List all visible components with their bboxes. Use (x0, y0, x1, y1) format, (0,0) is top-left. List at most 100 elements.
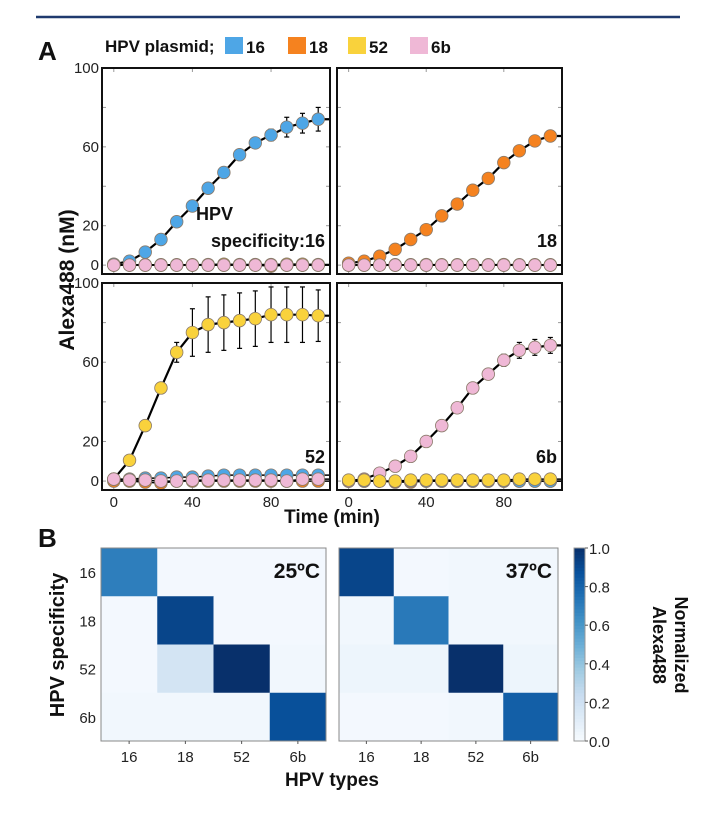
colorbar-segment (574, 548, 585, 552)
data-point (280, 474, 294, 488)
data-point (217, 258, 231, 272)
colorbar-segment (574, 583, 585, 588)
data-point (512, 258, 527, 272)
colorbar-segment (574, 580, 585, 584)
heatmap-cell (157, 548, 214, 597)
colorbar-segment (574, 715, 585, 720)
heatmap-cell (101, 692, 158, 742)
data-point (466, 183, 480, 197)
colorbar-segment (574, 731, 585, 736)
data-point (154, 258, 168, 272)
y-tick-label: 52 (79, 662, 96, 679)
panel-18: 18 (336, 67, 563, 275)
data-point (388, 474, 402, 488)
data-point (169, 474, 184, 488)
legend: HPV plasmid; 16 18 52 6b (105, 37, 451, 57)
data-point (497, 155, 511, 170)
data-point (232, 473, 247, 487)
data-point (543, 129, 558, 143)
data-point (404, 232, 418, 247)
data-point (122, 453, 137, 467)
data-point (388, 258, 402, 272)
colorbar-segment (574, 654, 585, 658)
data-point (528, 472, 542, 486)
data-point (295, 472, 310, 486)
heatmap-cell (157, 596, 214, 645)
heatmap-title: 25ºC (274, 560, 320, 583)
y-tick-label: 60 (82, 139, 99, 156)
heatmap-cell (448, 692, 504, 742)
heatmap-y-label: HPV specificity (47, 572, 69, 717)
colorbar-segment (574, 554, 585, 559)
data-point (138, 245, 152, 259)
colorbar-segment (574, 641, 585, 646)
panel-a-label: A (38, 36, 57, 66)
data-point (248, 473, 263, 487)
y-tick-label: 100 (74, 60, 99, 77)
colorbar-segment (574, 721, 585, 726)
colorbar-segment (574, 695, 585, 700)
data-point (419, 473, 433, 487)
colorbar-segment (574, 593, 585, 597)
colorbar-segment (574, 631, 585, 636)
data-point (185, 473, 200, 487)
colorbar-segment (574, 718, 585, 723)
data-point (185, 199, 200, 213)
x-tick-label: 80 (495, 494, 512, 511)
colorbar-label-2: Alexa488 (649, 606, 669, 684)
colorbar-segment (574, 625, 585, 630)
colorbar-segment (574, 644, 585, 649)
data-point (404, 473, 418, 487)
data-point (201, 258, 215, 272)
panel-specificity16: 0 20 60 100 HPV specificity:16 (74, 60, 331, 275)
data-point (264, 307, 278, 322)
colorbar-segment (574, 734, 585, 739)
colorbar-segment (574, 679, 585, 684)
data-point (248, 311, 263, 326)
heatmap-cell (393, 548, 449, 597)
data-point (435, 473, 449, 487)
data-point (169, 215, 184, 229)
colorbar-segment (574, 686, 585, 691)
data-point (481, 258, 495, 272)
data-point (232, 258, 247, 272)
series-6b (107, 258, 330, 272)
colorbar-segment (574, 670, 585, 675)
data-point (295, 258, 310, 272)
heatmap-cell (339, 548, 395, 597)
heatmap-cell (393, 644, 449, 694)
x-axis-label: Time (min) (284, 507, 380, 528)
colorbar-tick-label: 1.0 (589, 541, 610, 558)
data-point (248, 136, 263, 150)
data-point (280, 307, 294, 322)
colorbar-frame (573, 547, 586, 742)
data-point (435, 209, 449, 223)
colorbar-tick-label: 0.2 (589, 695, 610, 712)
data-point (295, 307, 310, 322)
data-point (497, 258, 511, 272)
colorbar-segment (574, 692, 585, 697)
colorbar-segment (574, 724, 585, 729)
data-point (185, 258, 200, 272)
heatmap-cell (269, 692, 327, 742)
legend-label-52: 52 (369, 38, 388, 57)
heatmap-cell (213, 596, 271, 645)
x-tick-label: 52 (468, 749, 485, 766)
data-point (122, 258, 137, 272)
legend-swatch-52 (348, 37, 366, 54)
colorbar-segment (574, 557, 585, 562)
x-tick-label: 6b (522, 749, 539, 766)
data-point (450, 258, 464, 272)
legend-swatch-16 (225, 37, 243, 54)
panel-52: 0 20 60 100 0 40 80 52 (74, 275, 331, 511)
colorbar-segment (574, 702, 585, 707)
panel-label: HPV (196, 204, 233, 224)
y-tick-label: 100 (74, 275, 99, 292)
legend-label-6b: 6b (431, 38, 451, 57)
data-point (232, 148, 247, 162)
colorbar-segment (574, 712, 585, 716)
colorbar-segment (574, 570, 585, 575)
data-point (107, 472, 121, 486)
colorbar-segment (574, 663, 585, 668)
